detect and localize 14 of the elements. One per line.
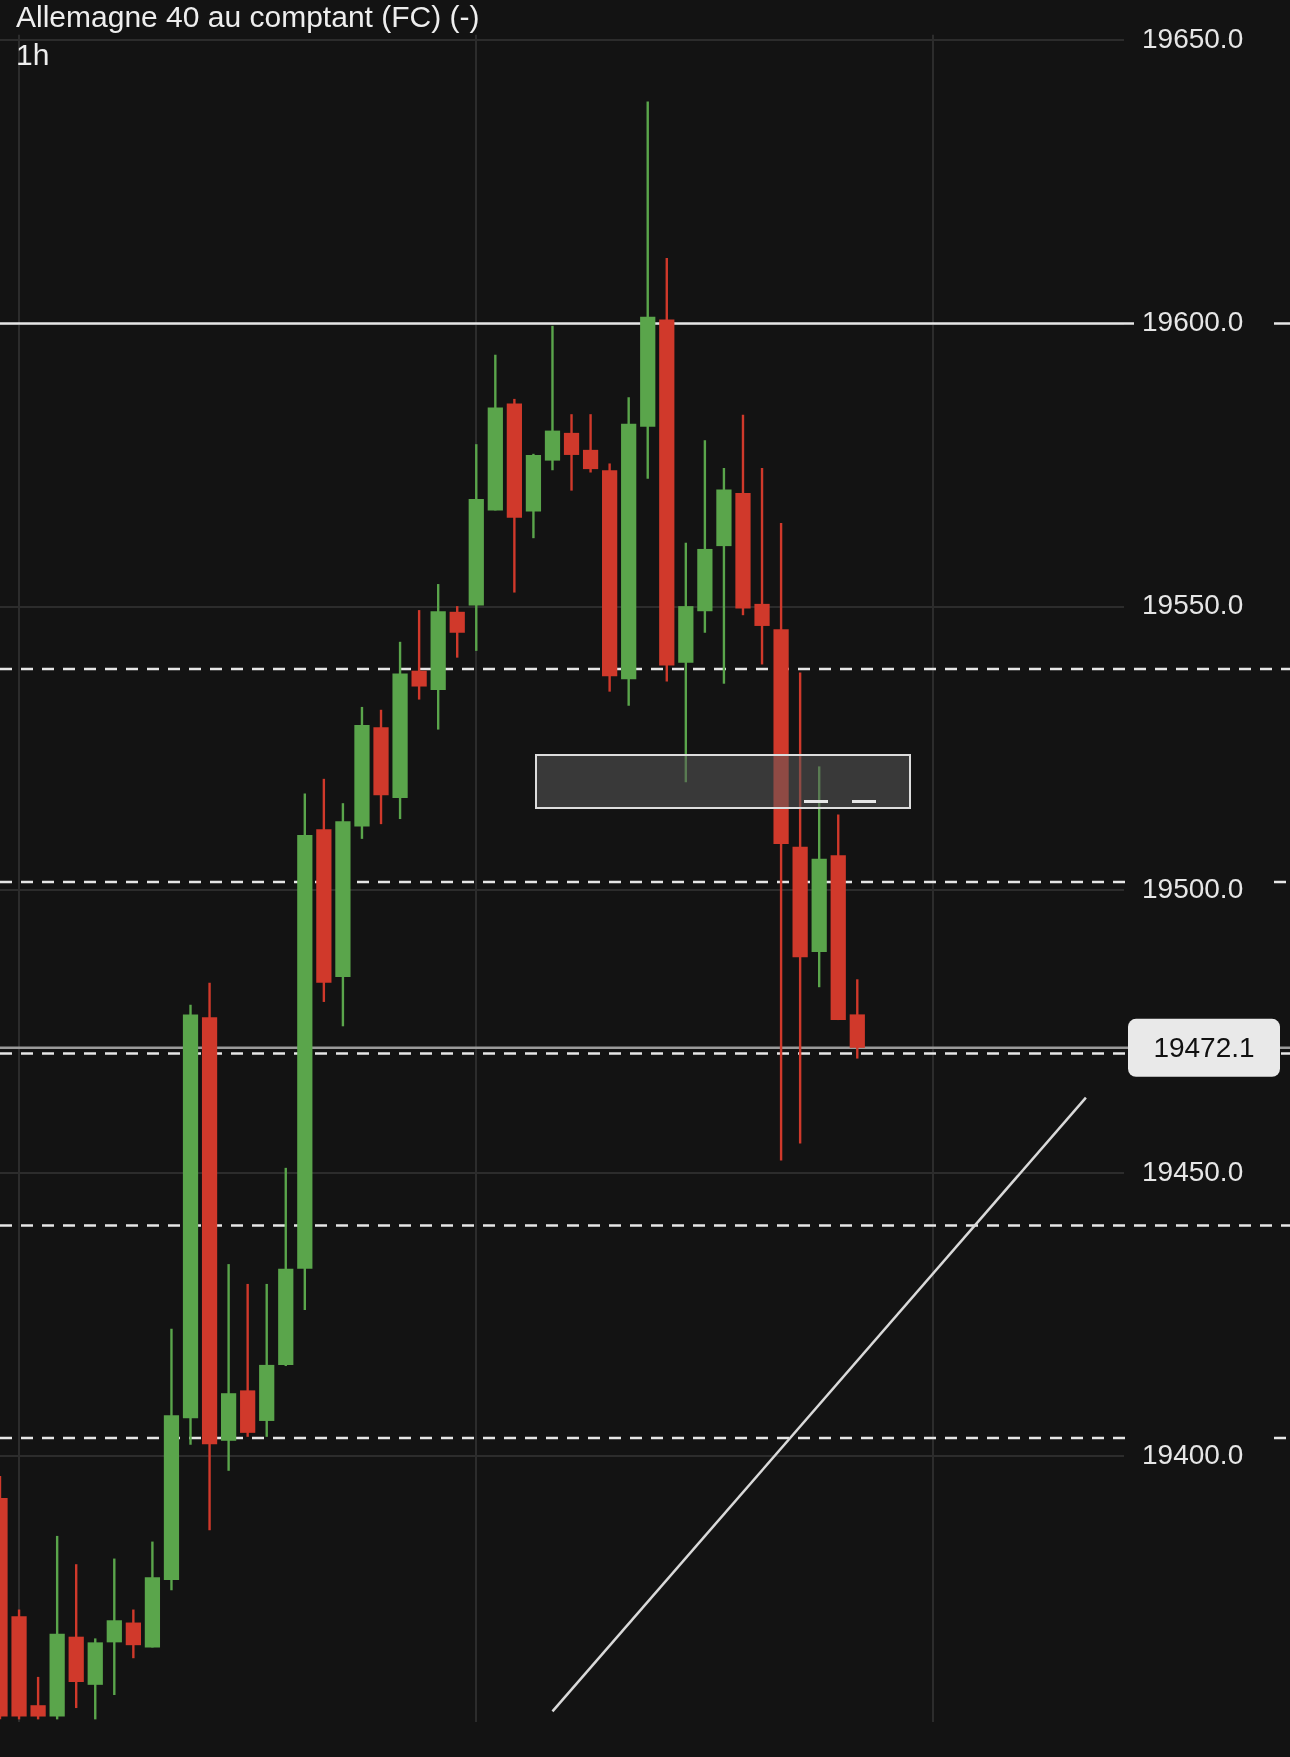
candlestick	[563, 414, 580, 491]
y-tick-label: 19400.0	[1142, 1438, 1244, 1470]
y-tick-label: 19550.0	[1142, 589, 1244, 621]
y-tick-label: 19450.0	[1142, 1155, 1244, 1187]
y-tick-label: 19600.0	[1142, 306, 1244, 338]
chart-title: Allemagne 40 au comptant (FC) (-)	[16, 0, 480, 34]
chart-subtitle: 1h	[16, 38, 50, 72]
candlestick	[240, 1283, 256, 1437]
ref-line-label: 19472.1	[1153, 1031, 1255, 1063]
y-tick-label: 19650.0	[1142, 23, 1244, 55]
candlestick	[544, 325, 561, 471]
candlestick	[220, 1264, 237, 1471]
y-tick-label: 19500.0	[1142, 872, 1244, 904]
candlestick	[106, 1558, 122, 1696]
